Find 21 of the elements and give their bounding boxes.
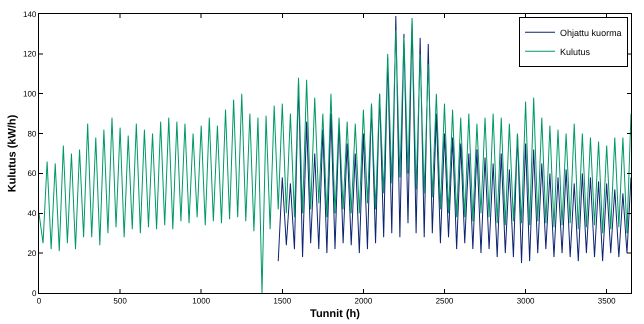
x-tick-label: 3500 xyxy=(598,296,616,306)
line-series xyxy=(278,15,631,264)
legend-label: Ohjattu kuorma xyxy=(560,28,622,38)
y-tick-label: 20 xyxy=(27,248,37,258)
legend-label: Kulutus xyxy=(560,46,591,57)
y-tick-label: 140 xyxy=(23,10,37,19)
y-tick-label: 100 xyxy=(23,90,37,99)
x-tick-label: 1500 xyxy=(273,296,292,306)
x-tick-label: 500 xyxy=(113,296,128,306)
y-tick-label: 40 xyxy=(27,209,37,218)
y-axis-title: Kulutus (kW/h) xyxy=(6,114,19,192)
y-tick-label: 120 xyxy=(23,50,37,59)
y-tick-label: 0 xyxy=(32,288,37,298)
x-axis-title: Tunnit (h) xyxy=(310,308,360,320)
x-tick-label: 3000 xyxy=(516,296,536,306)
x-tick-label: 1000 xyxy=(192,296,211,306)
x-tick-label: 2500 xyxy=(436,296,454,306)
line-series xyxy=(39,17,631,293)
x-tick-label: 2000 xyxy=(354,296,373,306)
y-tick-label: 80 xyxy=(27,129,37,138)
y-tick-label: 60 xyxy=(27,169,37,178)
